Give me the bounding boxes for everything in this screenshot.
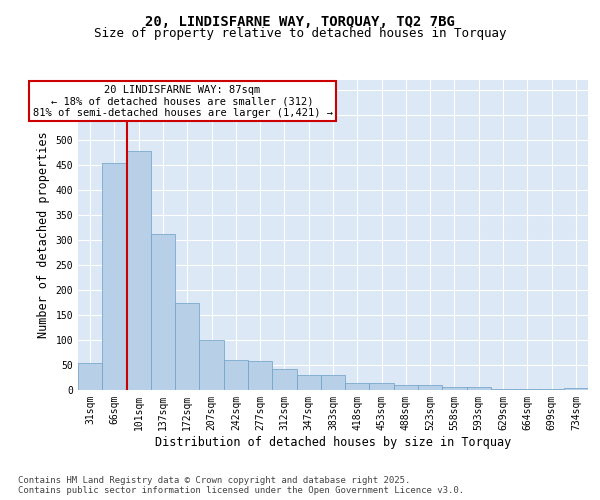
Bar bbox=[248, 361, 272, 390]
Text: 20 LINDISFARNE WAY: 87sqm
← 18% of detached houses are smaller (312)
81% of semi: 20 LINDISFARNE WAY: 87sqm ← 18% of detac… bbox=[32, 84, 332, 118]
Bar bbox=[370, 382, 394, 390]
Bar bbox=[394, 385, 418, 390]
Bar bbox=[467, 386, 491, 390]
Bar bbox=[224, 360, 248, 390]
Bar bbox=[321, 375, 345, 390]
Y-axis label: Number of detached properties: Number of detached properties bbox=[37, 132, 50, 338]
Bar bbox=[442, 386, 467, 390]
Text: Contains HM Land Registry data © Crown copyright and database right 2025.
Contai: Contains HM Land Registry data © Crown c… bbox=[18, 476, 464, 495]
Bar bbox=[102, 162, 127, 390]
Bar bbox=[539, 389, 564, 390]
Bar bbox=[127, 151, 151, 390]
Bar bbox=[491, 389, 515, 390]
Bar bbox=[564, 388, 588, 390]
Bar bbox=[199, 340, 224, 390]
Bar bbox=[151, 234, 175, 390]
Text: 20, LINDISFARNE WAY, TORQUAY, TQ2 7BG: 20, LINDISFARNE WAY, TORQUAY, TQ2 7BG bbox=[145, 15, 455, 29]
Text: Size of property relative to detached houses in Torquay: Size of property relative to detached ho… bbox=[94, 28, 506, 40]
X-axis label: Distribution of detached houses by size in Torquay: Distribution of detached houses by size … bbox=[155, 436, 511, 448]
Bar bbox=[345, 382, 370, 390]
Bar bbox=[175, 302, 199, 390]
Bar bbox=[296, 375, 321, 390]
Bar bbox=[515, 389, 539, 390]
Bar bbox=[78, 362, 102, 390]
Bar bbox=[272, 369, 296, 390]
Bar bbox=[418, 385, 442, 390]
